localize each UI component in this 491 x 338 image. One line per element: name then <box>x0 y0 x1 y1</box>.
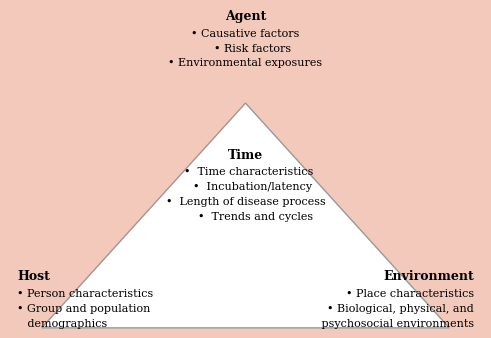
Text: • Causative factors
    • Risk factors
• Environmental exposures: • Causative factors • Risk factors • Env… <box>168 29 323 68</box>
Text: Agent: Agent <box>225 10 266 23</box>
Text: Time: Time <box>228 149 263 162</box>
Text: Environment: Environment <box>383 270 474 283</box>
Text: • Place characteristics
• Biological, physical, and
   psychosocial environments: • Place characteristics • Biological, ph… <box>311 289 474 329</box>
Text: Host: Host <box>17 270 50 283</box>
Text: • Person characteristics
• Group and population
   demographics: • Person characteristics • Group and pop… <box>17 289 153 329</box>
Text: •  Time characteristics
    •  Incubation/latency
•  Length of disease process
 : • Time characteristics • Incubation/late… <box>165 167 326 222</box>
Polygon shape <box>42 103 449 328</box>
